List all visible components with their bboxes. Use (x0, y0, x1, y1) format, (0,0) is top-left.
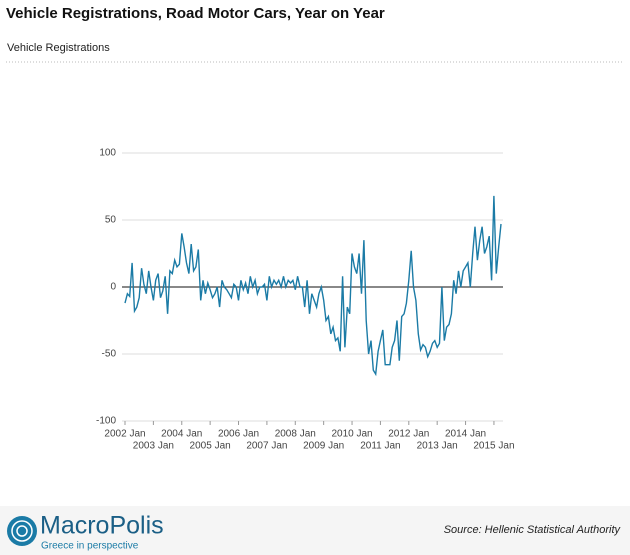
y-tick-label: 0 (110, 282, 116, 293)
x-tick-label: 2007 Jan (246, 441, 287, 452)
x-tick-label: 2015 Jan (473, 441, 514, 452)
x-tick-label: 2006 Jan (218, 429, 259, 440)
logo-icon (7, 516, 37, 546)
x-tick-label: 2005 Jan (190, 441, 231, 452)
source: Source: Hellenic Statistical Authority (444, 524, 622, 536)
logo-tagline: Greece in perspective (41, 541, 139, 552)
y-tick-label: -50 (102, 349, 117, 360)
y-tick-label: -100 (96, 416, 116, 427)
logo-text: MacroPolis (40, 512, 164, 540)
x-tick-label: 2004 Jan (161, 429, 202, 440)
x-tick-label: 2003 Jan (133, 441, 174, 452)
y-tick-label: 100 (99, 148, 116, 159)
data-line (124, 195, 502, 377)
x-tick-label: 2011 Jan (360, 441, 400, 452)
x-tick-label: 2002 Jan (104, 429, 145, 440)
footer-bg (0, 506, 630, 555)
chart-subtitle: Vehicle Registrations (7, 42, 110, 54)
x-tick-label: 2014 Jan (445, 429, 486, 440)
y-tick-label: 50 (105, 215, 117, 226)
x-tick-label: 2008 Jan (275, 429, 316, 440)
x-tick-label: 2012 Jan (388, 429, 429, 440)
x-tick-label: 2013 Jan (417, 441, 458, 452)
chart-title: Vehicle Registrations, Road Motor Cars, … (6, 5, 385, 22)
x-tick-label: 2009 Jan (303, 441, 344, 452)
x-tick-label: 2010 Jan (331, 429, 372, 440)
